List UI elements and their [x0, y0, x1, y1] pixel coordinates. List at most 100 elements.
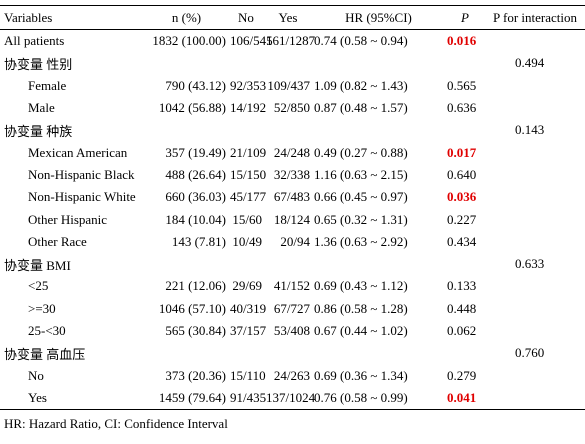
- n-percent: 221 (12.06): [165, 278, 226, 294]
- n-percent: 357 (19.49): [165, 144, 226, 160]
- table-row: All patients 1832 (100.00) 106/545 161/1287…: [0, 30, 585, 53]
- no-count: 45/177: [230, 189, 267, 205]
- p-value: 0.016: [447, 33, 477, 49]
- n-percent: 373 (20.36): [165, 367, 226, 383]
- p-value: 0.017: [447, 144, 477, 160]
- yes-count: 67/483: [273, 189, 310, 205]
- table-row: 协变量 高血压 0.760: [0, 342, 585, 364]
- table-row: 协变量 BMI 0.633: [0, 253, 585, 275]
- row-label: <25: [28, 278, 49, 294]
- empty-cell: [485, 75, 585, 97]
- hazard-ratio: 0.86 (0.58 ~ 1.28): [314, 300, 408, 316]
- empty-cell: [228, 52, 264, 74]
- group-label: 协变量 种族: [4, 123, 73, 139]
- empty-cell: [485, 97, 585, 119]
- empty-cell: [485, 298, 585, 320]
- empty-cell: [445, 52, 485, 74]
- no-count: 106/545: [230, 33, 273, 49]
- table-header: Variables n (%) No Yes HR (95%CI) P P for inte…: [0, 5, 585, 30]
- hazard-ratio: 0.49 (0.27 ~ 0.88): [314, 144, 408, 160]
- empty-cell: [264, 253, 312, 275]
- column-header: No: [228, 5, 264, 30]
- empty-cell: [312, 342, 445, 364]
- empty-cell: [485, 386, 585, 411]
- empty-cell: [145, 342, 228, 364]
- table-row: Other Hispanic 184 (10.04) 15/60 18/124 0.65…: [0, 208, 585, 230]
- column-header: Yes: [264, 5, 312, 30]
- empty-cell: [485, 320, 585, 342]
- table-row: >=30 1046 (57.10) 40/319 67/727 0.86 (0.58 ~…: [0, 298, 585, 320]
- yes-count: 67/727: [273, 300, 310, 316]
- column-header: Variables: [0, 5, 145, 30]
- empty-cell: [485, 30, 585, 53]
- n-percent: 184 (10.04): [165, 211, 226, 227]
- yes-count: 52/850: [273, 100, 310, 116]
- n-percent: 488 (26.64): [165, 166, 226, 182]
- hazard-ratio: 0.65 (0.32 ~ 1.31): [314, 211, 408, 227]
- table-body: All patients 1832 (100.00) 106/545 161/1287…: [0, 30, 585, 411]
- empty-cell: [145, 119, 228, 141]
- column-header: n (%): [145, 5, 228, 30]
- n-percent: 790 (43.12): [165, 77, 226, 93]
- yes-count: 161/1287: [266, 33, 316, 49]
- yes-count: 24/248: [273, 144, 310, 160]
- page: Variables n (%) No Yes HR (95%CI) P P for inte…: [0, 5, 585, 444]
- table-row: Male 1042 (56.88) 14/192 52/850 0.87 (0.48 ~…: [0, 97, 585, 119]
- no-count: 10/49: [232, 233, 262, 249]
- p-value: 0.227: [447, 211, 477, 227]
- row-label: Other Hispanic: [28, 211, 108, 227]
- hazard-ratio: 0.87 (0.48 ~ 1.57): [314, 100, 408, 116]
- no-count: 91/435: [228, 386, 266, 411]
- hazard-ratio: 0.69 (0.36 ~ 1.34): [314, 367, 408, 383]
- column-header: HR (95%CI): [312, 5, 445, 30]
- p-interaction: 0.633: [515, 256, 545, 272]
- row-label: Mexican American: [28, 144, 128, 160]
- group-label: 协变量 BMI: [4, 257, 71, 273]
- p-value: 0.062: [447, 323, 477, 338]
- row-label: Non-Hispanic Black: [28, 166, 135, 182]
- n-percent: 1832 (100.00): [152, 33, 226, 49]
- empty-cell: [445, 253, 485, 275]
- no-count: 37/157: [230, 323, 267, 338]
- n-percent: 143 (7.81): [171, 233, 226, 249]
- table-row: Mexican American 357 (19.49) 21/109 24/248 0…: [0, 141, 585, 163]
- no-count: 40/319: [230, 300, 267, 316]
- p-value: 0.434: [447, 233, 477, 249]
- yes-count: 32/338: [273, 166, 310, 182]
- row-label: All patients: [4, 33, 65, 49]
- p-interaction: 0.494: [515, 55, 545, 71]
- table-row: Yes 1459 (79.64) 91/435 137/1024 0.76 (0.58 …: [0, 386, 585, 411]
- table-row: 协变量 性别 0.494: [0, 52, 585, 74]
- p-interaction: 0.143: [515, 122, 545, 138]
- row-label: 25-<30: [28, 323, 66, 338]
- no-count: 15/150: [230, 166, 267, 182]
- table-row: Non-Hispanic White 660 (36.03) 45/177 67/48…: [0, 186, 585, 208]
- hazard-ratio: 1.16 (0.63 ~ 2.15): [314, 166, 408, 182]
- p-value: 0.036: [447, 189, 477, 205]
- empty-cell: [264, 342, 312, 364]
- empty-cell: [485, 208, 585, 230]
- empty-cell: [485, 186, 585, 208]
- row-label: Other Race: [28, 233, 87, 249]
- row-label: >=30: [28, 300, 56, 316]
- empty-cell: [485, 364, 585, 386]
- empty-cell: [485, 231, 585, 253]
- n-percent: 1042 (56.88): [158, 100, 226, 116]
- empty-cell: [228, 119, 264, 141]
- empty-cell: [485, 164, 585, 186]
- empty-cell: [312, 119, 445, 141]
- empty-cell: [228, 253, 264, 275]
- hazard-ratio: 0.66 (0.45 ~ 0.97): [314, 189, 408, 205]
- table-row: Female 790 (43.12) 92/353 109/437 1.09 (0.82…: [0, 75, 585, 97]
- table-row: 协变量 种族 0.143: [0, 119, 585, 141]
- row-label: Male: [28, 100, 55, 116]
- p-value: 0.041: [445, 386, 485, 411]
- empty-cell: [485, 141, 585, 163]
- yes-count: 53/408: [273, 323, 310, 338]
- empty-cell: [228, 342, 264, 364]
- no-count: 14/192: [230, 100, 267, 116]
- n-percent: 660 (36.03): [165, 189, 226, 205]
- hazard-ratio: 1.36 (0.63 ~ 2.92): [314, 233, 408, 249]
- group-label: 协变量 性别: [4, 56, 73, 72]
- hazard-ratio: 0.74 (0.58 ~ 0.94): [314, 33, 408, 49]
